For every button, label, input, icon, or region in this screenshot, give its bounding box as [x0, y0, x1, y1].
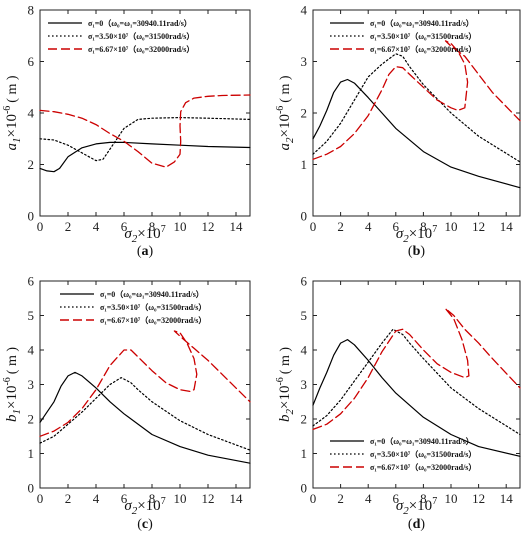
x-tick-label: 2: [337, 491, 344, 506]
y-tick-label: 4: [301, 3, 308, 18]
y-tick-label: 2: [301, 412, 308, 427]
x-tick-label: 10: [174, 219, 187, 234]
y-axis-label: b1×10-6( m ): [2, 347, 23, 422]
legend-label-3: σ₁=6.67×10⁷（ω₀=32000rad/s）: [370, 462, 476, 472]
x-tick-label: 12: [202, 491, 215, 506]
panel-caption: (d): [408, 517, 425, 532]
panel-caption: (c): [137, 517, 153, 532]
y-tick-label: 1: [301, 446, 308, 461]
panel-caption: (a): [137, 244, 154, 259]
x-tick-label: 8: [420, 491, 427, 506]
x-axis-label: σ2×107: [396, 496, 437, 517]
y-tick-label: 6: [28, 274, 35, 289]
legend-label-3: σ₁=6.67×10⁷（ω₀=32000rad/s）: [88, 44, 194, 54]
series-line-3: [312, 307, 521, 431]
y-tick-label: 3: [28, 377, 35, 392]
x-tick-label: 0: [310, 219, 317, 234]
x-tick-label: 14: [500, 219, 514, 234]
series-line-2: [39, 377, 251, 451]
y-tick-label: 3: [301, 377, 308, 392]
series-line-3: [39, 94, 251, 168]
y-tick-label: 5: [301, 308, 308, 323]
x-axis-label: σ2×107: [124, 496, 165, 517]
y-axis-label: b2×10-6( m ): [275, 347, 296, 422]
x-tick-label: 6: [393, 219, 400, 234]
legend-label-3: σ₁=6.67×10⁷（ω₀=32000rad/s）: [370, 44, 476, 54]
panel-caption: (b): [408, 244, 425, 259]
x-tick-label: 6: [121, 491, 128, 506]
y-tick-label: 2: [28, 157, 35, 172]
legend-label-1: σ₁=0（ω₀=ω₁=30940.11rad/s）: [88, 18, 192, 28]
legend-label-1: σ₁=0（ω₀=ω₁=30940.11rad/s）: [370, 436, 474, 446]
legend-label-1: σ₁=0（ω₀=ω₁=30940.11rad/s）: [100, 289, 204, 299]
y-tick-label: 4: [28, 343, 35, 358]
x-tick-label: 8: [149, 491, 156, 506]
legend-label-2: σ₁=3.50×10⁷（ω₀=31500rad/s）: [100, 302, 206, 312]
legend: σ₁=0（ω₀=ω₁=30940.11rad/s） σ₁=3.50×10⁷（ω₀=…: [330, 18, 476, 54]
x-tick-label: 14: [230, 491, 244, 506]
series-line-1: [312, 339, 521, 457]
y-tick-label: 2: [28, 412, 35, 427]
y-tick-label: 0: [28, 209, 35, 224]
y-tick-label: 6: [301, 274, 308, 289]
x-tick-label: 12: [472, 491, 485, 506]
x-tick-label: 2: [65, 491, 72, 506]
x-tick-label: 2: [65, 219, 72, 234]
legend: σ₁=0（ω₀=ω₁=30940.11rad/s） σ₁=3.50×10⁷（ω₀=…: [330, 436, 476, 472]
y-tick-label: 2: [301, 106, 308, 121]
x-tick-label: 4: [93, 491, 100, 506]
x-tick-label: 4: [93, 219, 100, 234]
legend-label-3: σ₁=6.67×10⁷（ω₀=32000rad/s）: [100, 315, 206, 325]
y-tick-label: 4: [28, 106, 35, 121]
x-tick-label: 6: [121, 219, 128, 234]
y-tick-label: 1: [301, 157, 308, 172]
y-tick-label: 0: [28, 481, 35, 496]
x-axis-label: σ2×107: [396, 224, 437, 245]
y-tick-label: 1: [28, 446, 35, 461]
y-tick-label: 6: [28, 54, 35, 69]
x-tick-label: 4: [365, 491, 372, 506]
y-tick-label: 0: [301, 209, 308, 224]
x-axis-label: σ2×107: [124, 224, 165, 245]
series-line-1: [312, 78, 521, 189]
x-tick-label: 8: [149, 219, 156, 234]
x-tick-label: 8: [420, 219, 427, 234]
legend-label-2: σ₁=3.50×10⁷（ω₀=31500rad/s）: [370, 31, 476, 41]
x-tick-label: 14: [500, 491, 514, 506]
y-tick-label: 8: [28, 3, 35, 18]
x-tick-label: 6: [393, 491, 400, 506]
x-tick-label: 12: [472, 219, 485, 234]
x-tick-label: 4: [365, 219, 372, 234]
y-tick-label: 4: [301, 343, 308, 358]
y-tick-label: 0: [301, 481, 308, 496]
y-axis-label: a2×10-6( m ): [275, 75, 296, 150]
x-tick-label: 2: [337, 219, 344, 234]
x-tick-label: 0: [37, 491, 44, 506]
legend-label-2: σ₁=3.50×10⁷（ω₀=31500rad/s）: [88, 31, 194, 41]
legend: σ₁=0（ω₀=ω₁=30940.11rad/s） σ₁=3.50×10⁷（ω₀=…: [60, 289, 206, 325]
x-tick-label: 10: [445, 491, 458, 506]
legend-label-1: σ₁=0（ω₀=ω₁=30940.11rad/s）: [370, 18, 474, 28]
series-line-3: [312, 40, 521, 160]
x-tick-label: 12: [202, 219, 215, 234]
legend: σ₁=0（ω₀=ω₁=30940.11rad/s） σ₁=3.50×10⁷（ω₀=…: [48, 18, 194, 54]
x-tick-label: 10: [445, 219, 458, 234]
y-tick-label: 3: [301, 54, 308, 69]
series-line-2: [312, 328, 521, 436]
x-tick-label: 0: [37, 219, 44, 234]
y-tick-label: 5: [28, 308, 35, 323]
x-tick-label: 10: [174, 491, 187, 506]
x-tick-label: 0: [310, 491, 317, 506]
legend-label-2: σ₁=3.50×10⁷（ω₀=31500rad/s）: [370, 449, 476, 459]
series-line-1: [39, 371, 251, 464]
series-line-3: [39, 330, 251, 437]
series-line-2: [312, 53, 521, 163]
x-tick-label: 14: [230, 219, 244, 234]
y-axis-label: a1×10-6( m ): [2, 75, 23, 150]
